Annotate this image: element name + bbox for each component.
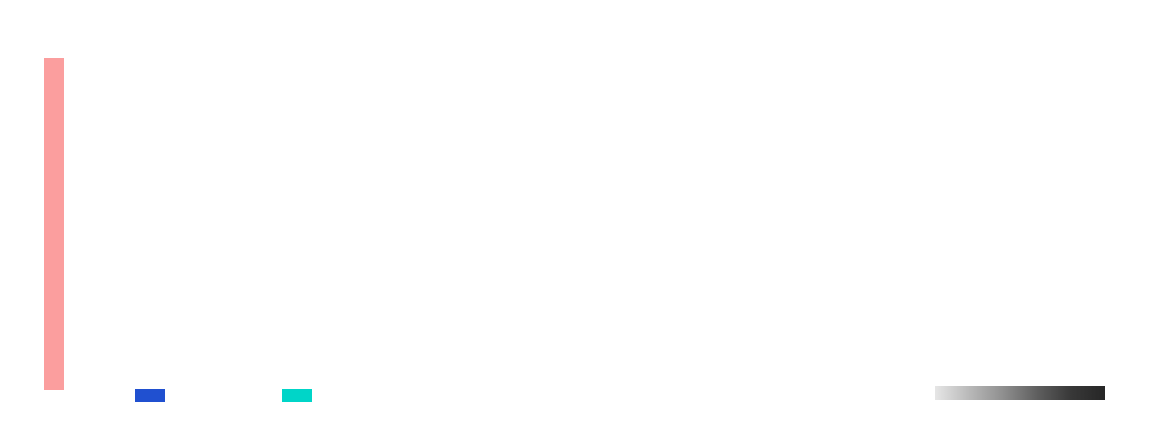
temperature-colorbar — [44, 58, 64, 390]
rain-legend-swatch — [135, 389, 165, 402]
showers-legend-swatch — [282, 389, 312, 402]
cloud-density-gradient — [935, 386, 1105, 400]
meteogram-plot — [130, 165, 1100, 358]
